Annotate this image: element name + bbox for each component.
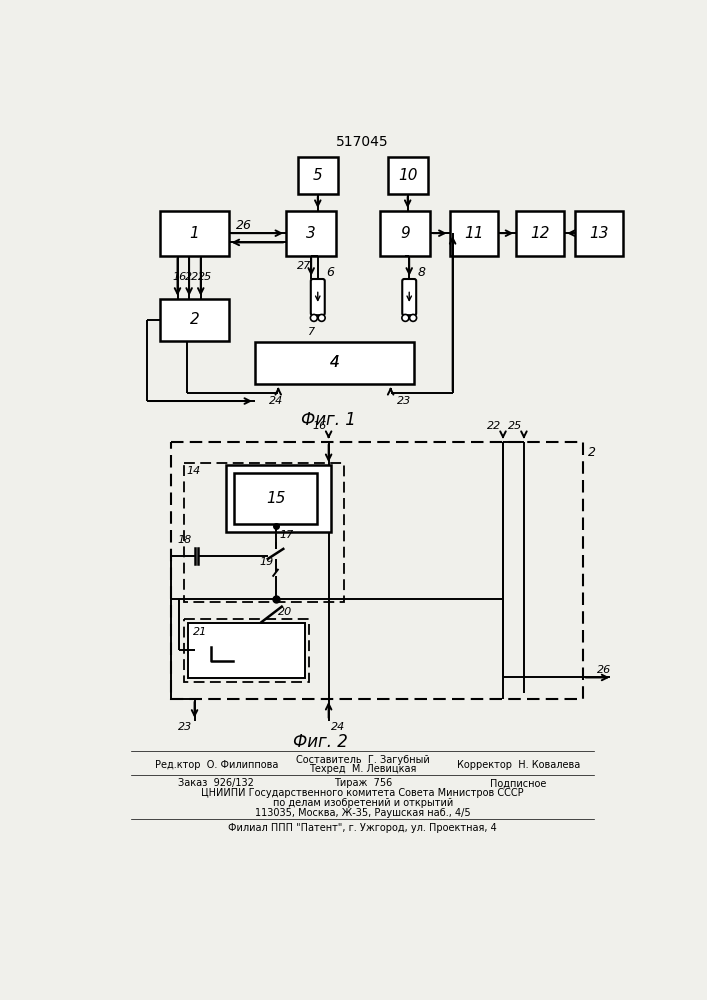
Text: 9: 9: [400, 226, 410, 241]
Text: 4: 4: [329, 355, 339, 370]
Text: 24: 24: [269, 396, 284, 406]
Bar: [450, 211, 498, 256]
Text: Ред.ктор  О. Филиппова: Ред.ктор О. Филиппова: [155, 760, 278, 770]
Text: 26: 26: [597, 665, 611, 675]
Text: 22: 22: [185, 272, 199, 282]
Text: 517045: 517045: [337, 135, 389, 149]
Text: 22: 22: [487, 421, 501, 431]
Text: 20: 20: [278, 607, 292, 617]
Text: 25: 25: [198, 272, 212, 282]
Circle shape: [409, 314, 416, 321]
Text: 17: 17: [279, 530, 293, 540]
Circle shape: [310, 314, 317, 321]
Text: 23: 23: [178, 722, 192, 732]
Text: 23: 23: [397, 396, 411, 406]
Text: ЦНИИПИ Государственного комитета Совета Министров СССР: ЦНИИПИ Государственного комитета Совета …: [201, 788, 524, 798]
Text: Подписное: Подписное: [491, 778, 547, 788]
Bar: [226, 465, 331, 532]
Text: 12: 12: [530, 226, 550, 241]
Bar: [184, 463, 344, 602]
Text: Тираж  756: Тираж 756: [334, 778, 392, 788]
Circle shape: [318, 314, 325, 321]
Text: Заказ  926/132: Заказ 926/132: [178, 778, 255, 788]
Bar: [380, 211, 430, 256]
Text: 24: 24: [331, 722, 345, 732]
Text: 16: 16: [312, 421, 327, 431]
Text: 15: 15: [266, 491, 286, 506]
Text: Фиг. 1: Фиг. 1: [301, 411, 356, 429]
Text: 4: 4: [329, 355, 339, 370]
Text: 5: 5: [313, 168, 322, 183]
Bar: [160, 299, 228, 341]
Text: Техред  М. Левицкая: Техред М. Левицкая: [309, 764, 416, 774]
Text: Филиал ППП "Патент", г. Ужгород, ул. Проектная, 4: Филиал ППП "Патент", г. Ужгород, ул. Про…: [228, 823, 497, 833]
Text: 25: 25: [508, 421, 522, 431]
Text: 26: 26: [236, 219, 252, 232]
Bar: [171, 442, 583, 699]
Text: 21: 21: [193, 627, 207, 637]
Bar: [298, 157, 338, 194]
Text: 8: 8: [417, 266, 426, 279]
Text: по делам изобретений и открытий: по делам изобретений и открытий: [273, 798, 453, 808]
Bar: [160, 211, 228, 256]
Text: 27: 27: [297, 261, 312, 271]
FancyBboxPatch shape: [402, 279, 416, 315]
Text: 10: 10: [398, 168, 417, 183]
Bar: [184, 619, 309, 682]
Text: 2: 2: [189, 312, 199, 327]
Text: 14: 14: [186, 466, 200, 476]
Bar: [187, 623, 305, 678]
Circle shape: [402, 314, 409, 321]
Text: 13: 13: [590, 226, 609, 241]
Bar: [286, 211, 337, 256]
Bar: [234, 473, 317, 524]
Text: Фиг. 2: Фиг. 2: [293, 733, 349, 751]
Text: Корректор  Н. Ковалева: Корректор Н. Ковалева: [457, 760, 580, 770]
Bar: [387, 157, 428, 194]
Bar: [255, 342, 414, 384]
Text: 19: 19: [259, 557, 274, 567]
Bar: [516, 211, 564, 256]
Text: Составитель  Г. Загубный: Составитель Г. Загубный: [296, 755, 430, 765]
Text: 16: 16: [173, 272, 187, 282]
Text: 113035, Москва, Ж-35, Раушская наб., 4/5: 113035, Москва, Ж-35, Раушская наб., 4/5: [255, 808, 471, 818]
Text: 2: 2: [588, 446, 595, 459]
Bar: [575, 211, 623, 256]
Text: 7: 7: [308, 327, 315, 337]
FancyBboxPatch shape: [311, 279, 325, 315]
Text: 1: 1: [189, 226, 199, 241]
Text: 11: 11: [464, 226, 484, 241]
Text: 3: 3: [306, 226, 316, 241]
Text: 6: 6: [326, 266, 334, 279]
Text: 18: 18: [177, 535, 192, 545]
